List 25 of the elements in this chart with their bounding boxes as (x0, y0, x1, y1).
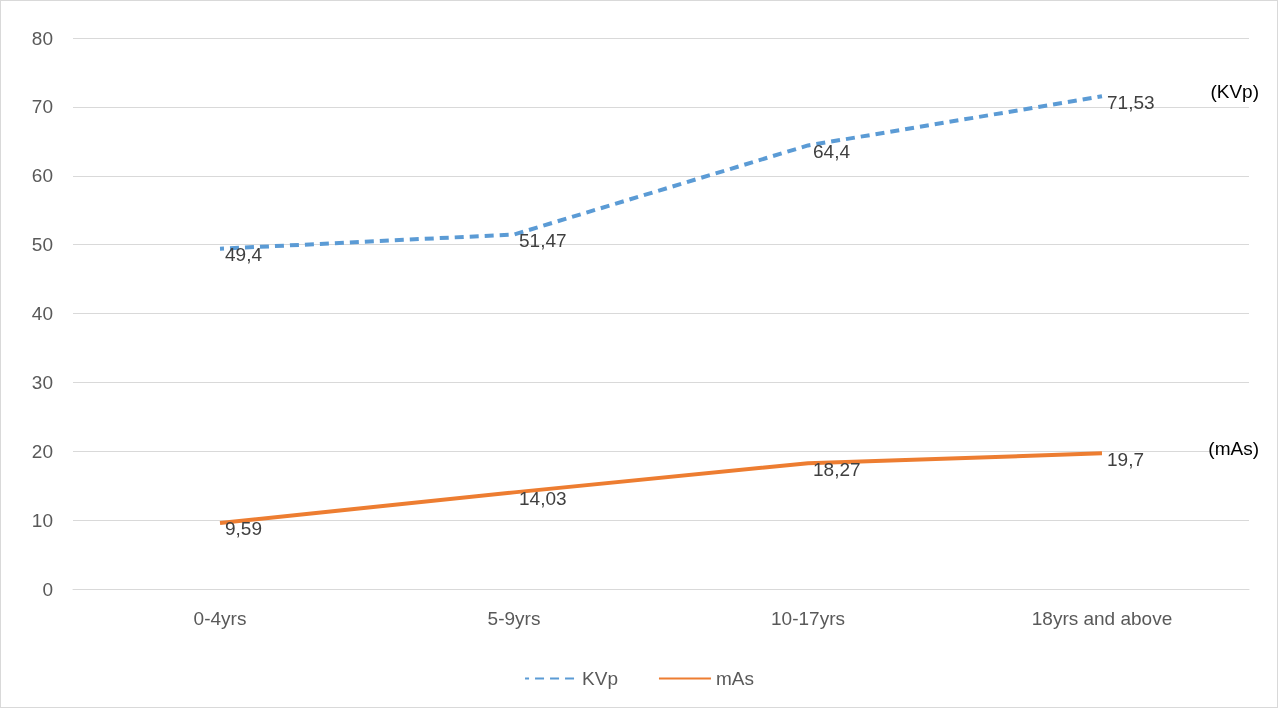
data-label: 49,4 (225, 244, 263, 266)
y-tick-label: 10 (31, 509, 53, 531)
data-label: 51,47 (519, 230, 567, 251)
y-tick-label: 50 (31, 234, 53, 256)
data-label: 64,4 (813, 140, 851, 162)
data-label: 71,53 (1107, 91, 1155, 113)
y-tick-label: 80 (31, 27, 53, 49)
x-tick-label: 18yrs and above (1031, 608, 1173, 629)
y-tick-label: 60 (31, 165, 53, 187)
y-tick-label: 30 (31, 371, 53, 393)
legend-label: KVp (582, 668, 618, 689)
x-tick-label: 10-17yrs (771, 608, 845, 629)
annotation: (KVp) (1210, 81, 1260, 103)
annotation: (mAs) (1208, 438, 1259, 460)
y-tick-label: 0 (42, 578, 53, 600)
y-tick-label: 40 (31, 303, 53, 324)
data-label: 18,27 (813, 458, 861, 480)
x-tick-label: 5-9yrs (487, 608, 541, 629)
data-label: 9,59 (225, 518, 262, 540)
data-label: 14,03 (519, 487, 567, 509)
legend-label: mAs (715, 668, 754, 689)
x-tick-label: 0-4yrs (193, 608, 247, 629)
y-tick-label: 20 (31, 440, 53, 462)
y-tick-label: 70 (31, 96, 53, 118)
data-label: 19,7 (1107, 448, 1144, 470)
